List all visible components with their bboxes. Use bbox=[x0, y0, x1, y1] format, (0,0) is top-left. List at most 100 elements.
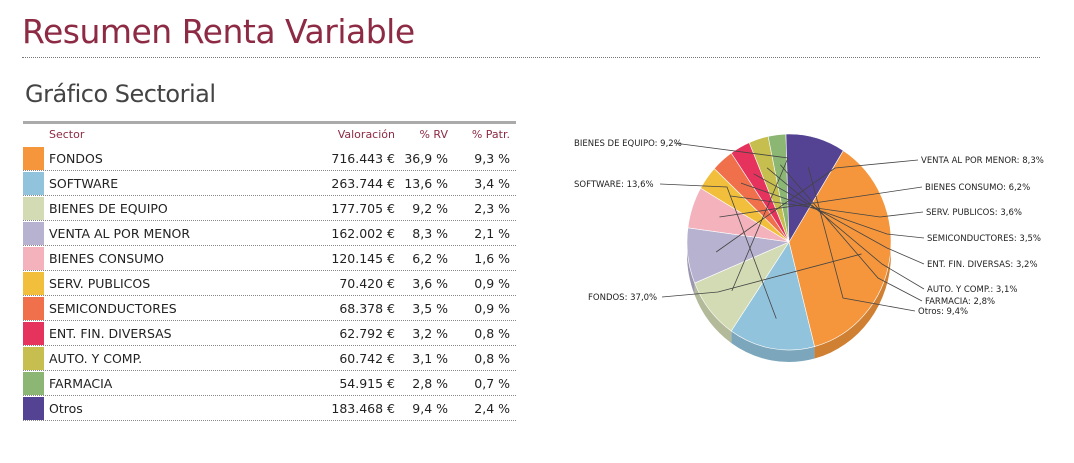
pie-slice-label: BIENES DE EQUIPO: 9,2% bbox=[574, 139, 682, 149]
sector-color-swatch bbox=[23, 247, 44, 270]
patr-percent-cell: 0,8 % bbox=[474, 326, 510, 341]
patr-percent-cell: 2,3 % bbox=[474, 201, 510, 216]
pie-slice-label: VENTA AL POR MENOR: 8,3% bbox=[921, 156, 1044, 166]
valoracion-cell: 177.705 € bbox=[331, 201, 395, 216]
patr-percent-cell: 2,4 % bbox=[474, 401, 510, 416]
patr-percent-cell: 0,8 % bbox=[474, 351, 510, 366]
header-sector: Sector bbox=[49, 128, 85, 141]
sector-name: ENT. FIN. DIVERSAS bbox=[49, 326, 172, 341]
rv-percent-cell: 9,4 % bbox=[412, 401, 448, 416]
section-title: Gráfico Sectorial bbox=[25, 80, 216, 108]
pie-slice-side bbox=[814, 242, 891, 359]
valoracion-cell: 60.742 € bbox=[339, 351, 395, 366]
sector-color-swatch bbox=[23, 397, 44, 420]
rv-percent-cell: 3,5 % bbox=[412, 301, 448, 316]
valoracion-cell: 68.378 € bbox=[339, 301, 395, 316]
table-row: SEMICONDUCTORES 68.378 € 3,5 % 0,9 % bbox=[23, 296, 516, 321]
pie-slice-side bbox=[687, 242, 695, 296]
pie-leader-line bbox=[753, 173, 925, 265]
pie-leader-line bbox=[807, 166, 916, 312]
sector-color-swatch bbox=[23, 322, 44, 345]
sector-name: SOFTWARE bbox=[49, 176, 119, 191]
patr-percent-cell: 0,9 % bbox=[474, 301, 510, 316]
table-row: FARMACIA 54.915 € 2,8 % 0,7 % bbox=[23, 371, 516, 396]
rv-percent-cell: 36,9 % bbox=[404, 151, 448, 166]
sector-color-swatch bbox=[23, 272, 44, 295]
pie-leader-line bbox=[766, 167, 925, 290]
valoracion-cell: 162.002 € bbox=[331, 226, 395, 241]
pie-slice-label: FARMACIA: 2,8% bbox=[925, 297, 995, 307]
valoracion-cell: 716.443 € bbox=[331, 151, 395, 166]
table-row: AUTO. Y COMP. 60.742 € 3,1 % 0,8 % bbox=[23, 346, 516, 371]
valoracion-cell: 62.792 € bbox=[339, 326, 395, 341]
rv-percent-cell: 9,2 % bbox=[412, 201, 448, 216]
pie-slice bbox=[785, 133, 844, 244]
table-row: BIENES CONSUMO 120.145 € 6,2 % 1,6 % bbox=[23, 246, 516, 271]
pie-leader-line bbox=[729, 195, 924, 218]
sector-color-swatch bbox=[23, 347, 44, 370]
patr-percent-cell: 3,4 % bbox=[474, 176, 510, 191]
pie-leader-line bbox=[659, 183, 777, 319]
sector-table: Sector Valoración % RV % Patr. FONDOS 716… bbox=[23, 121, 516, 421]
pie-slice-label: FONDOS: 37,0% bbox=[588, 293, 657, 303]
sector-pie-chart: FONDOS: 37,0% SOFTWARE: 13,6% BIENES DE EQ… bbox=[574, 133, 1044, 362]
rv-percent-cell: 3,1 % bbox=[412, 351, 448, 366]
table-row: FONDOS 716.443 € 36,9 % 9,3 % bbox=[23, 146, 516, 171]
table-row: ENT. FIN. DIVERSAS 62.792 € 3,2 % 0,8 % bbox=[23, 321, 516, 346]
pie-slice-label: SERV. PUBLICOS: 3,6% bbox=[926, 208, 1022, 218]
pie-slice-label: SEMICONDUCTORES: 3,5% bbox=[927, 234, 1041, 244]
pie-slice-label: ENT. FIN. DIVERSAS: 3,2% bbox=[927, 260, 1038, 270]
pie-leader-line bbox=[719, 186, 923, 218]
table-row: SOFTWARE 263.744 € 13,6 % 3,4 % bbox=[23, 171, 516, 196]
pie-slice-label: BIENES CONSUMO: 6,2% bbox=[925, 183, 1030, 193]
sector-name: VENTA AL POR MENOR bbox=[49, 226, 191, 241]
rv-percent-cell: 2,8 % bbox=[412, 376, 448, 391]
valoracion-cell: 263.744 € bbox=[331, 176, 395, 191]
sector-name: AUTO. Y COMP. bbox=[49, 351, 143, 366]
valoracion-cell: 120.145 € bbox=[331, 251, 395, 266]
pie-leader-line bbox=[661, 253, 862, 298]
header-valoracion: Valoración bbox=[337, 128, 395, 141]
table-body: FONDOS 716.443 € 36,9 % 9,3 % SOFTWARE 263.74… bbox=[23, 146, 516, 421]
sector-name: BIENES CONSUMO bbox=[49, 251, 164, 266]
sector-color-swatch bbox=[23, 297, 44, 320]
sector-name: SERV. PUBLICOS bbox=[49, 276, 151, 291]
table-row: Otros 183.468 € 9,4 % 2,4 % bbox=[23, 396, 516, 421]
rv-percent-cell: 6,2 % bbox=[412, 251, 448, 266]
pie-slice-side bbox=[694, 283, 732, 344]
sector-name: Otros bbox=[49, 401, 83, 416]
title-divider bbox=[22, 57, 1040, 58]
sector-color-swatch bbox=[23, 222, 44, 245]
patr-percent-cell: 0,9 % bbox=[474, 276, 510, 291]
sector-name: SEMICONDUCTORES bbox=[49, 301, 177, 316]
rv-percent-cell: 3,2 % bbox=[412, 326, 448, 341]
patr-percent-cell: 1,6 % bbox=[474, 251, 510, 266]
table-row: BIENES DE EQUIPO 177.705 € 9,2 % 2,3 % bbox=[23, 196, 516, 221]
pie-leader-line bbox=[780, 164, 923, 302]
patr-percent-cell: 0,7 % bbox=[474, 376, 510, 391]
sector-color-swatch bbox=[23, 147, 44, 170]
sector-name: BIENES DE EQUIPO bbox=[49, 201, 168, 216]
rv-percent-cell: 13,6 % bbox=[404, 176, 448, 191]
header-rv: % RV bbox=[419, 128, 448, 141]
patr-percent-cell: 2,1 % bbox=[474, 226, 510, 241]
pie-slice-side bbox=[731, 331, 815, 362]
valoracion-cell: 54.915 € bbox=[339, 376, 395, 391]
rv-percent-cell: 3,6 % bbox=[412, 276, 448, 291]
table-row: SERV. PUBLICOS 70.420 € 3,6 % 0,9 % bbox=[23, 271, 516, 296]
pie-leader-line bbox=[673, 142, 789, 292]
patr-percent-cell: 9,3 % bbox=[474, 151, 510, 166]
table-header: Sector Valoración % RV % Patr. bbox=[23, 121, 516, 146]
rv-percent-cell: 8,3 % bbox=[412, 226, 448, 241]
pie-slice-label: Otros: 9,4% bbox=[918, 307, 968, 317]
pie-leader-line bbox=[740, 182, 925, 239]
page-title: Resumen Renta Variable bbox=[22, 12, 415, 51]
pie-slice-label: SOFTWARE: 13,6% bbox=[574, 180, 654, 190]
sector-name: FONDOS bbox=[49, 151, 103, 166]
header-patr: % Patr. bbox=[471, 128, 510, 141]
table-row: VENTA AL POR MENOR 162.002 € 8,3 % 2,1 % bbox=[23, 221, 516, 246]
pie-slice bbox=[730, 241, 815, 351]
pie-slice-label: AUTO. Y COMP.: 3,1% bbox=[927, 285, 1018, 295]
pie-leader-line bbox=[715, 159, 919, 253]
sector-name: FARMACIA bbox=[49, 376, 113, 391]
